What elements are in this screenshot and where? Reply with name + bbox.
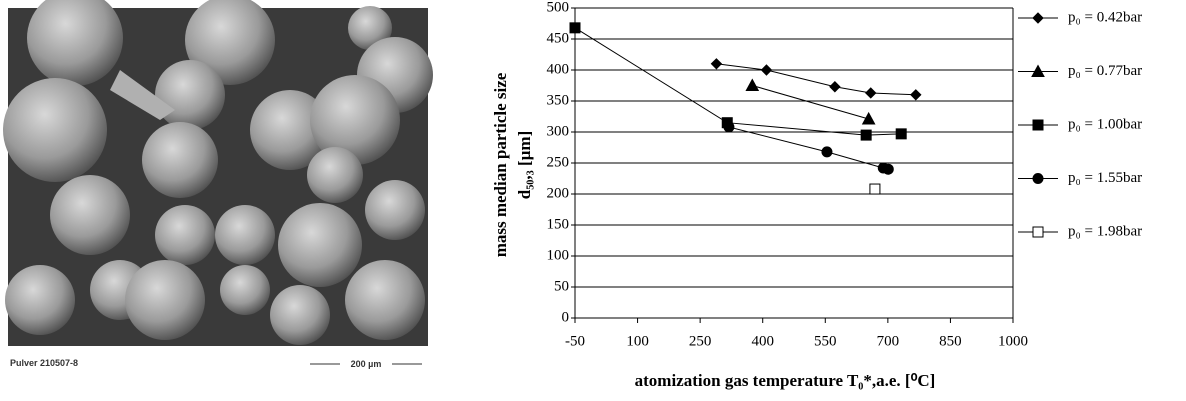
x-tick-label: 700 xyxy=(877,333,900,349)
micrograph: Pulver 210507-8 200 µm xyxy=(3,0,433,372)
x-tick-label: 1000 xyxy=(998,333,1028,349)
x-tick-label: 100 xyxy=(626,333,649,349)
data-point xyxy=(861,111,876,125)
data-point xyxy=(723,121,735,133)
data-point xyxy=(710,58,723,70)
legend-label: p₀ = 1.98bar xyxy=(1068,223,1142,239)
image-caption: Pulver 210507-8 xyxy=(10,358,78,368)
scale-bar-label: 200 µm xyxy=(351,359,382,369)
x-tick-label: -50 xyxy=(565,333,585,349)
legend-label: p₀ = 1.00bar xyxy=(1068,116,1142,132)
y-tick-label: 200 xyxy=(547,185,570,201)
y-tick-label: 50 xyxy=(554,278,569,294)
x-tick-label: 400 xyxy=(751,333,774,349)
y-tick-label: 350 xyxy=(547,92,570,108)
legend-label: p₀ = 1.55bar xyxy=(1068,170,1142,186)
x-tick-label: 550 xyxy=(814,333,837,349)
data-point xyxy=(865,87,877,99)
data-point xyxy=(895,128,907,140)
y-tick-label: 500 xyxy=(547,0,570,15)
y-tick-label: 250 xyxy=(547,154,570,170)
data-point xyxy=(869,183,881,195)
y-axis-title: d₅₀,₃ [µm] xyxy=(515,131,534,200)
x-tick-label: 850 xyxy=(939,333,962,349)
y-tick-label: 100 xyxy=(547,247,570,263)
series-line xyxy=(752,85,869,120)
legend-label: p₀ = 0.42bar xyxy=(1068,9,1142,25)
y-tick-label: 400 xyxy=(547,61,570,77)
x-axis-title: atomization gas temperature T₀*,a.e. [⁰C… xyxy=(635,371,936,390)
y-tick-label: 150 xyxy=(547,216,570,232)
legend-marker xyxy=(1032,226,1044,238)
data-point xyxy=(569,22,581,34)
legend-marker xyxy=(1032,119,1044,131)
y-tick-label: 300 xyxy=(547,123,570,139)
x-tick-label: 250 xyxy=(689,333,712,349)
legend-marker xyxy=(1032,12,1044,24)
y-tick-label: 450 xyxy=(547,30,570,46)
legend-marker xyxy=(1031,64,1045,77)
data-point xyxy=(860,129,872,141)
data-point xyxy=(821,146,833,158)
data-point xyxy=(910,89,922,101)
y-axis-title: mass median particle size xyxy=(491,72,510,257)
legend-label: p₀ = 0.77bar xyxy=(1068,63,1142,79)
legend-marker xyxy=(1032,173,1044,184)
data-point xyxy=(745,78,760,91)
data-point xyxy=(829,81,841,93)
data-point xyxy=(882,163,894,175)
series-line xyxy=(574,27,902,136)
data-point xyxy=(760,64,773,76)
y-tick-label: 0 xyxy=(562,309,570,325)
